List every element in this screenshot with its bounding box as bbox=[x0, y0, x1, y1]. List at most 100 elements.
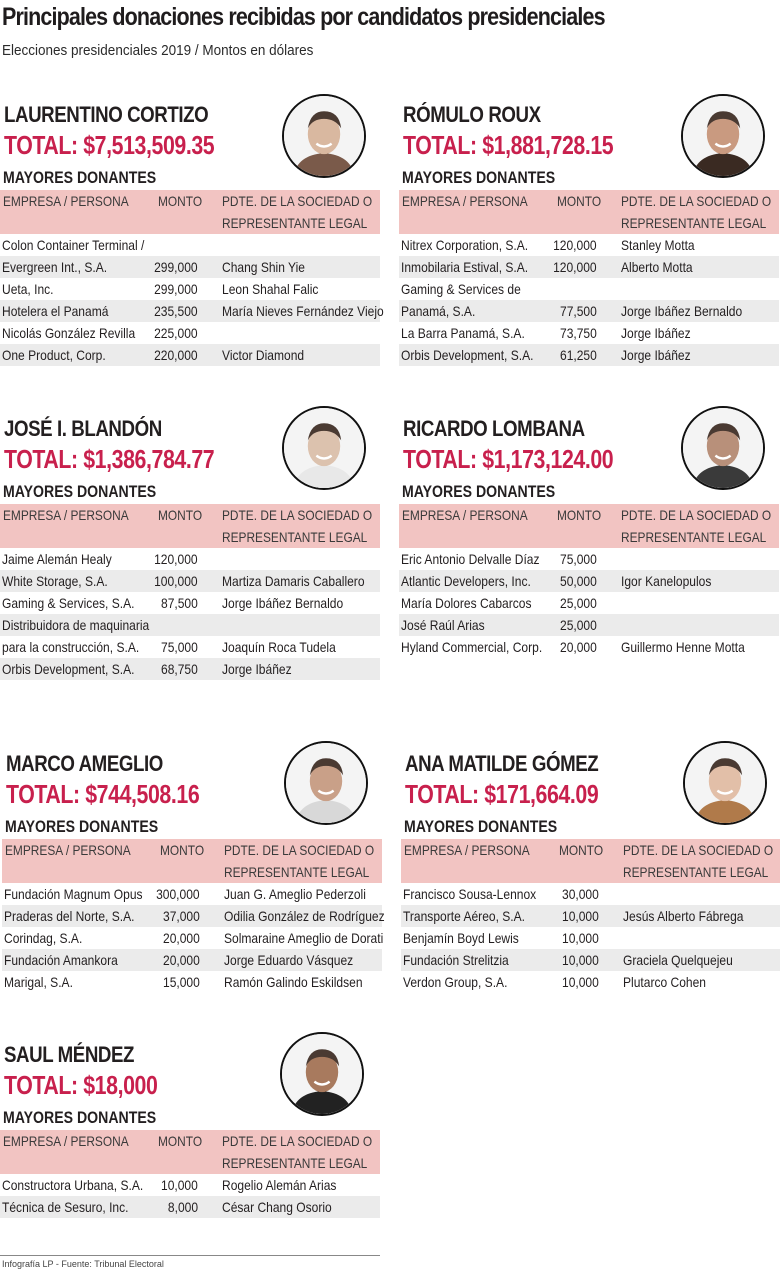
table-row: Distribuidora de maquinaria bbox=[0, 614, 380, 636]
donor-representative: Juan G. Ameglio Pederzoli bbox=[224, 886, 366, 902]
donor-company: Marigal, S.A. bbox=[4, 974, 73, 990]
candidate-name: ANA MATILDE GÓMEZ bbox=[405, 751, 599, 776]
candidate-photo-icon bbox=[683, 741, 767, 825]
candidate-total: TOTAL: $171,664.09 bbox=[405, 779, 599, 809]
donor-amount: 20,000 bbox=[163, 930, 200, 946]
donor-company: Fundación Strelitzia bbox=[403, 952, 509, 968]
donor-company: Verdon Group, S.A. bbox=[403, 974, 508, 990]
donor-company: Técnica de Sesuro, Inc. bbox=[2, 1199, 129, 1215]
donors-table: EMPRESA / PERSONA MONTO PDTE. DE LA SOCIED… bbox=[401, 839, 780, 993]
donor-amount: 100,000 bbox=[154, 573, 198, 589]
donor-company: La Barra Panamá, S.A. bbox=[401, 325, 525, 341]
donor-company: Fundación Magnum Opus bbox=[4, 886, 143, 902]
donor-company: Gaming & Services, S.A. bbox=[2, 595, 135, 611]
portrait-icon bbox=[284, 408, 364, 488]
col-company-header: EMPRESA / PERSONA bbox=[404, 842, 530, 858]
candidate-photo-icon bbox=[280, 1032, 364, 1116]
donors-heading: MAYORES DONANTES bbox=[3, 168, 157, 187]
portrait-icon bbox=[286, 743, 366, 823]
donor-company: Nitrex Corporation, S.A. bbox=[401, 237, 529, 253]
table-row: Corindag, S.A. 20,000 Solmaraine Ameglio d… bbox=[2, 927, 383, 949]
donors-table: EMPRESA / PERSONA MONTO PDTE. DE LA SOCIED… bbox=[0, 190, 384, 366]
donor-amount: 220,000 bbox=[154, 347, 198, 363]
table-header: EMPRESA / PERSONA MONTO PDTE. DE LA SOCIED… bbox=[399, 504, 779, 548]
donor-company: One Product, Corp. bbox=[2, 347, 106, 363]
donors-heading: MAYORES DONANTES bbox=[402, 482, 556, 501]
table-row: Fundación Amankora 20,000 Jorge Eduardo Vá… bbox=[2, 949, 382, 971]
col-amount-header: MONTO bbox=[158, 507, 203, 523]
page-title: Principales donaciones recibidas por can… bbox=[2, 3, 606, 31]
donor-representative: Alberto Motta bbox=[621, 259, 693, 275]
footer-divider bbox=[0, 1255, 380, 1256]
table-header: EMPRESA / PERSONA MONTO PDTE. DE LA SOCIED… bbox=[0, 1130, 380, 1174]
col-rep-header: PDTE. DE LA SOCIEDAD O bbox=[623, 842, 774, 858]
table-row: María Dolores Cabarcos 25,000 bbox=[399, 592, 779, 614]
table-row: Benjamín Boyd Lewis 10,000 bbox=[401, 927, 780, 949]
donor-company: Inmobilaria Estival, S.A. bbox=[401, 259, 529, 275]
donors-table: EMPRESA / PERSONA MONTO PDTE. DE LA SOCIED… bbox=[399, 504, 779, 658]
candidate-name: RICARDO LOMBANA bbox=[403, 416, 585, 441]
table-row: One Product, Corp. 220,000 Victor Diamond bbox=[0, 344, 380, 366]
col-amount-header: MONTO bbox=[557, 507, 602, 523]
donor-amount: 20,000 bbox=[560, 639, 597, 655]
donor-amount: 50,000 bbox=[560, 573, 597, 589]
candidate-total: TOTAL: $1,881,728.15 bbox=[403, 130, 614, 160]
table-row: Orbis Development, S.A. 61,250 Jorge Ibáñe… bbox=[399, 344, 779, 366]
col-amount-header: MONTO bbox=[160, 842, 205, 858]
table-header: EMPRESA / PERSONA MONTO PDTE. DE LA SOCIED… bbox=[0, 190, 380, 234]
donor-representative: Jorge Ibáñez bbox=[621, 325, 691, 341]
portrait-icon bbox=[683, 96, 763, 176]
col-rep-header-line2: REPRESENTANTE LEGAL bbox=[222, 215, 368, 231]
donor-representative: Odilia González de Rodríguez bbox=[224, 908, 385, 924]
donor-amount: 299,000 bbox=[154, 281, 198, 297]
donor-amount: 10,000 bbox=[161, 1177, 198, 1193]
donor-representative: Stanley Motta bbox=[621, 237, 695, 253]
donor-representative: Ramón Galindo Eskildsen bbox=[224, 974, 363, 990]
table-row: Francisco Sousa-Lennox 30,000 bbox=[401, 883, 780, 905]
donor-representative: Jorge Eduardo Vásquez bbox=[224, 952, 354, 968]
candidate-photo-icon bbox=[681, 406, 765, 490]
col-amount-header: MONTO bbox=[158, 193, 203, 209]
table-header: EMPRESA / PERSONA MONTO PDTE. DE LA SOCIED… bbox=[399, 190, 779, 234]
donor-amount: 300,000 bbox=[156, 886, 200, 902]
donor-company: Evergreen Int., S.A. bbox=[2, 259, 108, 275]
table-row: José Raúl Arias 25,000 bbox=[399, 614, 779, 636]
donor-company: para la construcción, S.A. bbox=[2, 639, 140, 655]
donor-company: Fundación Amankora bbox=[4, 952, 118, 968]
donor-company: Distribuidora de maquinaria bbox=[2, 617, 150, 633]
candidate-name: JOSÉ I. BLANDÓN bbox=[4, 416, 162, 441]
donor-company: Nicolás González Revilla bbox=[2, 325, 136, 341]
candidate-photo-icon bbox=[282, 94, 366, 178]
col-company-header: EMPRESA / PERSONA bbox=[3, 507, 129, 523]
donor-representative: Martiza Damaris Caballero bbox=[222, 573, 365, 589]
donor-amount: 87,500 bbox=[161, 595, 198, 611]
donor-representative: Graciela Quelquejeu bbox=[623, 952, 733, 968]
donor-representative: Plutarco Cohen bbox=[623, 974, 707, 990]
donor-amount: 68,750 bbox=[161, 661, 198, 677]
table-header: EMPRESA / PERSONA MONTO PDTE. DE LA SOCIED… bbox=[401, 839, 780, 883]
candidate-name: LAURENTINO CORTIZO bbox=[4, 102, 209, 127]
table-row: Nitrex Corporation, S.A. 120,000 Stanley M… bbox=[399, 234, 779, 256]
col-company-header: EMPRESA / PERSONA bbox=[3, 193, 129, 209]
donors-heading: MAYORES DONANTES bbox=[3, 482, 157, 501]
candidate-photo-icon bbox=[284, 741, 368, 825]
donor-representative: Victor Diamond bbox=[222, 347, 305, 363]
col-rep-header-line2: REPRESENTANTE LEGAL bbox=[222, 1155, 368, 1171]
donor-representative: Rogelio Alemán Arias bbox=[222, 1177, 337, 1193]
donor-company: Benjamín Boyd Lewis bbox=[403, 930, 519, 946]
donor-company: Corindag, S.A. bbox=[4, 930, 83, 946]
donors-table: EMPRESA / PERSONA MONTO PDTE. DE LA SOCIED… bbox=[0, 504, 380, 680]
col-rep-header: PDTE. DE LA SOCIEDAD O bbox=[224, 842, 375, 858]
col-rep-header: PDTE. DE LA SOCIEDAD O bbox=[222, 193, 373, 209]
donor-amount: 25,000 bbox=[560, 595, 597, 611]
table-row: Jaime Alemán Healy 120,000 bbox=[0, 548, 380, 570]
donor-amount: 10,000 bbox=[562, 930, 599, 946]
donor-representative: Jorge Ibáñez Bernaldo bbox=[222, 595, 344, 611]
donors-table: EMPRESA / PERSONA MONTO PDTE. DE LA SOCIED… bbox=[2, 839, 385, 993]
donors-table: EMPRESA / PERSONA MONTO PDTE. DE LA SOCIED… bbox=[0, 1130, 380, 1218]
donors-heading: MAYORES DONANTES bbox=[402, 168, 556, 187]
table-row: para la construcción, S.A. 75,000 Joaquín … bbox=[0, 636, 380, 658]
candidate-name: MARCO AMEGLIO bbox=[6, 751, 163, 776]
donor-amount: 10,000 bbox=[562, 908, 599, 924]
donors-heading: MAYORES DONANTES bbox=[404, 817, 558, 836]
